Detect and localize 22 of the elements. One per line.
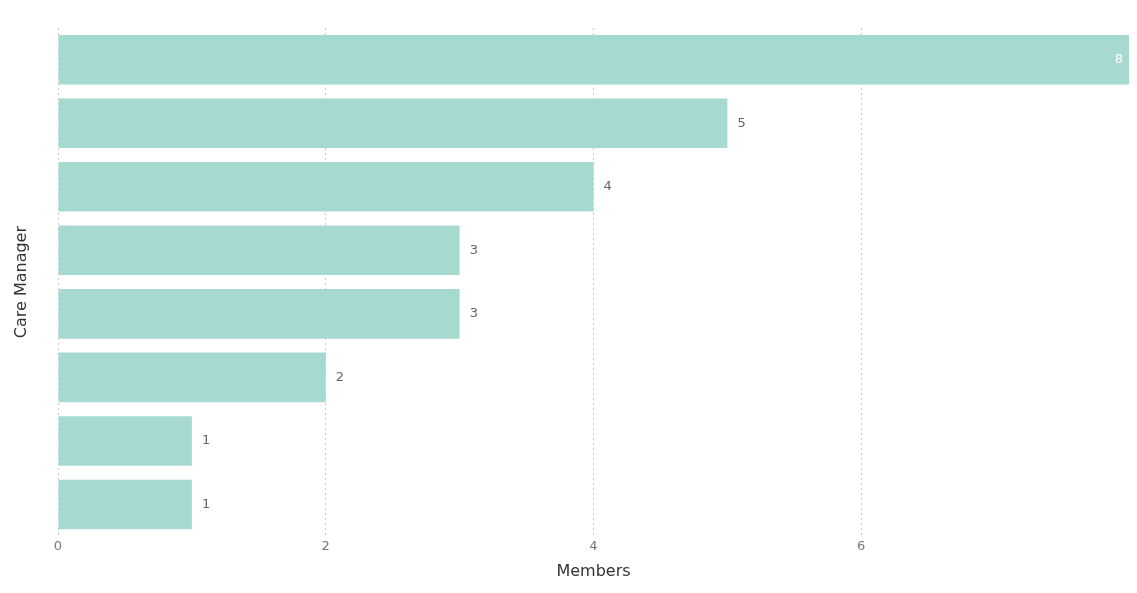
data-label: 5 [737, 114, 746, 130]
data-label: 2 [335, 368, 345, 384]
bar [58, 34, 1129, 85]
bar [58, 98, 728, 149]
x-tick-label: 6 [857, 538, 866, 554]
data-label: 3 [469, 241, 478, 257]
bar [58, 352, 326, 403]
data-label: 1 [201, 432, 211, 448]
bar [58, 289, 460, 339]
data-label: 1 [201, 495, 211, 511]
data-label: 3 [469, 305, 478, 321]
bar [58, 225, 460, 276]
data-label: 4 [603, 178, 612, 194]
data-label: 8 [1114, 51, 1123, 67]
y-axis-title: Care Manager [10, 225, 30, 339]
x-tick-label: 2 [321, 538, 330, 554]
bar [58, 479, 192, 530]
x-tick-label: 4 [589, 538, 598, 554]
x-axis-title: Members [556, 560, 631, 580]
bar [58, 416, 192, 466]
x-tick-label: 0 [53, 538, 63, 554]
bar [58, 162, 594, 212]
